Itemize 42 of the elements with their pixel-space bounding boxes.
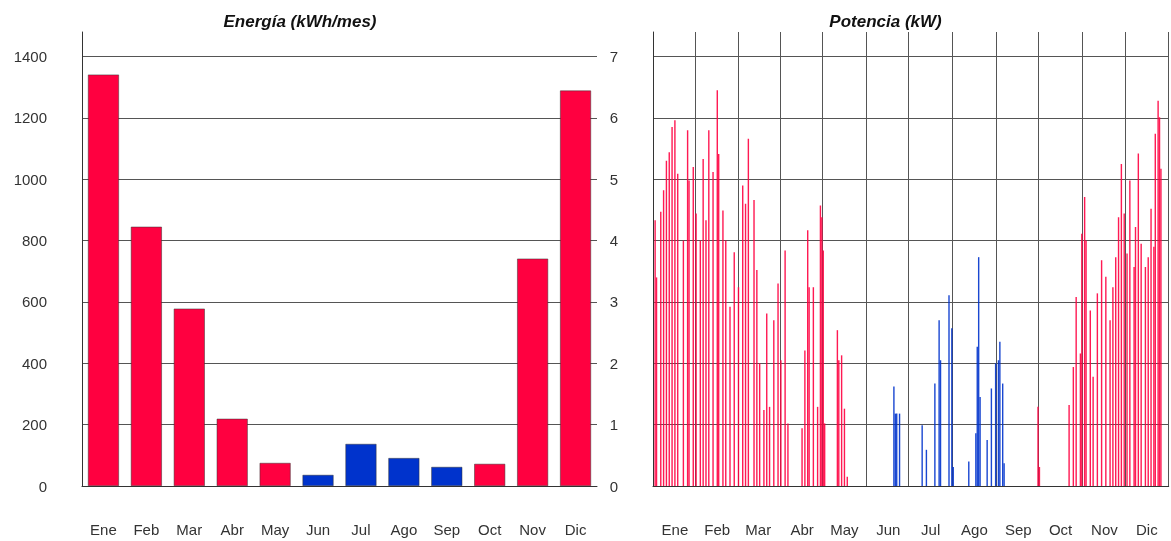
x-tick-label: Abr <box>790 521 814 538</box>
y-tick-label: 4 <box>609 232 618 250</box>
y-tick-label: 400 <box>21 354 47 372</box>
x-tick-label: May <box>260 521 290 538</box>
x-tick-label: Abr <box>220 521 244 538</box>
x-tick-label: Dic <box>564 521 587 538</box>
y-tick-label: 5 <box>609 170 618 188</box>
x-tick-label: Jul <box>921 521 941 538</box>
x-tick-label: Feb <box>704 521 731 538</box>
x-tick-label: Oct <box>478 521 503 538</box>
y-tick-label: 1 <box>609 416 618 434</box>
y-tick-label: 1200 <box>13 109 47 127</box>
chart-title: Potencia (kW) <box>829 12 943 31</box>
x-tick-label: Nov <box>519 521 547 538</box>
x-tick-label: Ago <box>961 521 988 538</box>
x-tick-label: Oct <box>1048 521 1074 538</box>
y-tick-label: 1000 <box>13 170 47 188</box>
y-tick-label: 0 <box>609 477 618 495</box>
x-tick-label: Jun <box>876 521 901 538</box>
x-tick-label: Nov <box>1091 521 1119 538</box>
x-tick-label: Mar <box>176 521 203 538</box>
y-tick-label: 600 <box>21 293 47 311</box>
chart-title: Energía (kWh/mes) <box>223 12 377 31</box>
y-tick-label: 1400 <box>13 48 47 66</box>
x-tick-label: May <box>830 521 860 538</box>
x-tick-label: Ene <box>90 521 117 538</box>
y-tick-label: 6 <box>609 109 618 127</box>
y-tick-label: 200 <box>21 416 47 434</box>
x-tick-label: Jun <box>305 521 331 538</box>
x-tick-label: Ene <box>661 521 689 538</box>
y-tick-label: 0 <box>38 477 47 495</box>
x-tick-label: Sep <box>433 521 461 538</box>
y-tick-label: 3 <box>609 293 618 311</box>
x-tick-label: Ago <box>390 521 418 538</box>
y-tick-label: 800 <box>21 232 47 250</box>
x-tick-label: Dic <box>1135 521 1159 538</box>
x-tick-label: Sep <box>1004 521 1032 538</box>
y-tick-label: 2 <box>609 354 618 372</box>
x-tick-label: Feb <box>133 521 160 538</box>
x-tick-label: Mar <box>745 521 772 538</box>
y-tick-label: 7 <box>609 48 618 66</box>
x-tick-label: Jul <box>351 521 371 538</box>
